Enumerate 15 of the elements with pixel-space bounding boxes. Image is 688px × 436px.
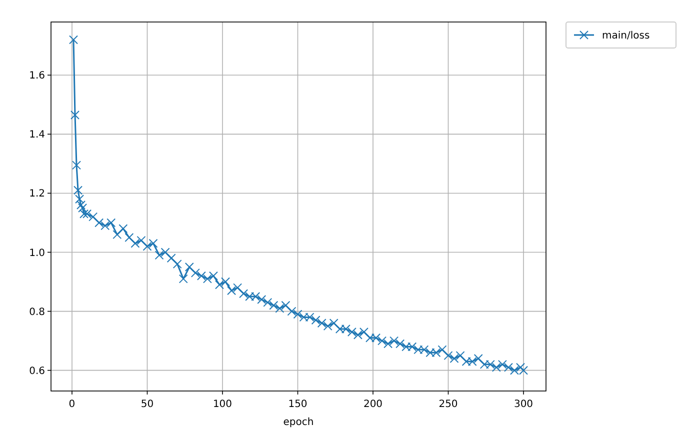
legend-label: main/loss — [602, 30, 650, 42]
x-tick-label: 50 — [140, 399, 154, 410]
x-axis-title: epoch — [283, 417, 314, 428]
x-tick-label: 200 — [363, 399, 383, 410]
y-tick-label: 1.6 — [29, 70, 45, 82]
y-tick-label: 0.8 — [29, 306, 45, 318]
x-tick-label: 100 — [212, 399, 232, 410]
y-tick-label: 1.4 — [29, 130, 45, 141]
x-tick-label: 300 — [514, 399, 534, 410]
x-tick-label: 0 — [68, 399, 76, 410]
x-tick-label: 150 — [288, 399, 308, 410]
y-tick-label: 0.6 — [29, 366, 45, 377]
x-tick-label: 250 — [438, 399, 458, 410]
y-tick-label: 1.0 — [29, 248, 45, 259]
y-tick-label: 1.2 — [29, 188, 45, 200]
